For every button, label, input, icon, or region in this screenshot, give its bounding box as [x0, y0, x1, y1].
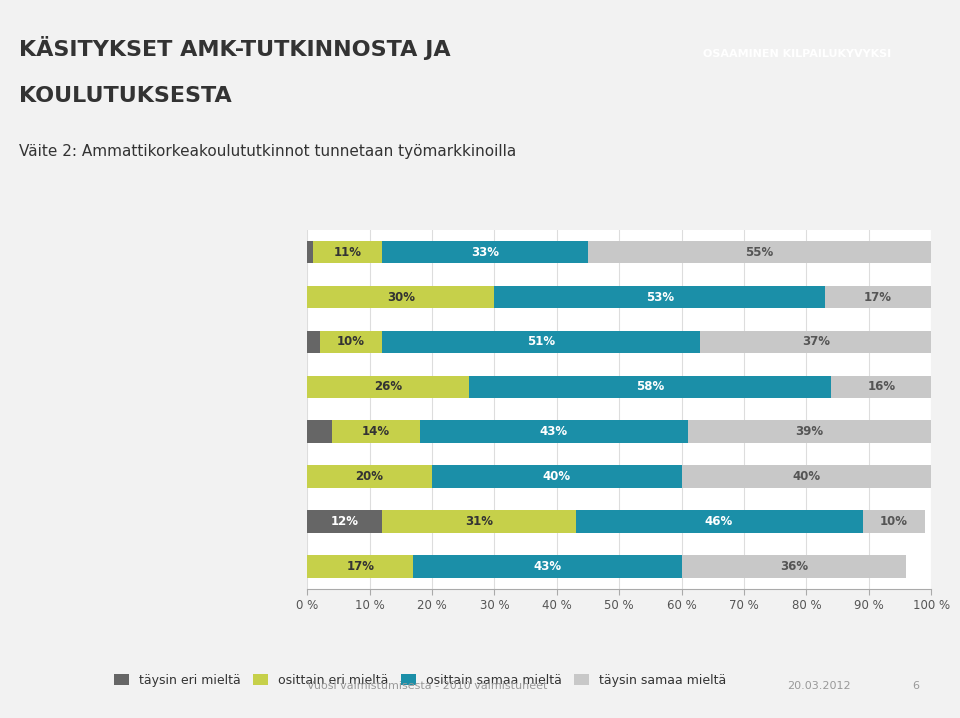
Text: 39%: 39% — [796, 425, 824, 438]
Text: 33%: 33% — [471, 246, 499, 258]
Text: 31%: 31% — [465, 515, 492, 528]
Bar — [469, 376, 831, 398]
Text: 14%: 14% — [362, 425, 390, 438]
Text: 43%: 43% — [534, 560, 562, 573]
Bar — [307, 241, 313, 264]
Text: 37%: 37% — [802, 335, 829, 348]
Text: 6: 6 — [912, 681, 919, 691]
Bar — [682, 555, 906, 577]
Text: 58%: 58% — [636, 381, 664, 393]
Text: 10%: 10% — [337, 335, 365, 348]
Bar — [831, 376, 931, 398]
Bar — [332, 421, 420, 443]
Bar — [307, 510, 382, 533]
Text: 51%: 51% — [527, 335, 555, 348]
Bar — [575, 510, 862, 533]
Text: 10%: 10% — [879, 515, 908, 528]
Text: KOULUTUKSESTA: KOULUTUKSESTA — [19, 86, 232, 106]
Text: 12%: 12% — [330, 515, 359, 528]
Text: Vuosi valmistumisesta - 2010 valmistuneet: Vuosi valmistumisesta - 2010 valmistunee… — [307, 681, 547, 691]
Bar — [307, 555, 413, 577]
Bar — [307, 465, 432, 488]
Text: 43%: 43% — [540, 425, 567, 438]
Bar — [682, 465, 931, 488]
Bar — [307, 376, 469, 398]
Text: 20%: 20% — [355, 470, 384, 483]
Bar — [313, 241, 382, 264]
Text: 46%: 46% — [705, 515, 733, 528]
Text: 40%: 40% — [542, 470, 571, 483]
Bar — [307, 421, 332, 443]
Legend: täysin eri mieltä, osittain eri mieltä, osittain samaa mieltä, täysin samaa miel: täysin eri mieltä, osittain eri mieltä, … — [114, 674, 727, 687]
Text: 40%: 40% — [792, 470, 821, 483]
Text: Väite 2: Ammattikorkeakoulututkinnot tunnetaan työmarkkinoilla: Väite 2: Ammattikorkeakoulututkinnot tun… — [19, 144, 516, 159]
Bar — [862, 510, 924, 533]
Bar — [307, 331, 320, 353]
Bar — [382, 241, 588, 264]
Bar — [413, 555, 682, 577]
Text: KÄSITYKSET AMK-TUTKINNOSTA JA: KÄSITYKSET AMK-TUTKINNOSTA JA — [19, 36, 451, 60]
Bar — [382, 510, 575, 533]
Bar — [307, 286, 494, 308]
Text: 30%: 30% — [387, 291, 415, 304]
Text: OSAAMINEN KILPAILUKYVYKSI: OSAAMINEN KILPAILUKYVYKSI — [703, 49, 891, 59]
Text: 55%: 55% — [746, 246, 774, 258]
Text: 53%: 53% — [646, 291, 674, 304]
Text: 16%: 16% — [867, 381, 896, 393]
Text: 20.03.2012: 20.03.2012 — [787, 681, 851, 691]
Text: 36%: 36% — [780, 560, 808, 573]
Bar — [432, 465, 682, 488]
Bar — [382, 331, 700, 353]
Text: 17%: 17% — [864, 291, 892, 304]
Text: 11%: 11% — [334, 246, 362, 258]
Bar — [320, 331, 382, 353]
Bar — [700, 331, 931, 353]
Text: 17%: 17% — [347, 560, 374, 573]
Bar — [826, 286, 931, 308]
Bar — [687, 421, 931, 443]
Text: 26%: 26% — [374, 381, 402, 393]
Bar — [494, 286, 826, 308]
Bar — [420, 421, 687, 443]
Bar — [588, 241, 931, 264]
